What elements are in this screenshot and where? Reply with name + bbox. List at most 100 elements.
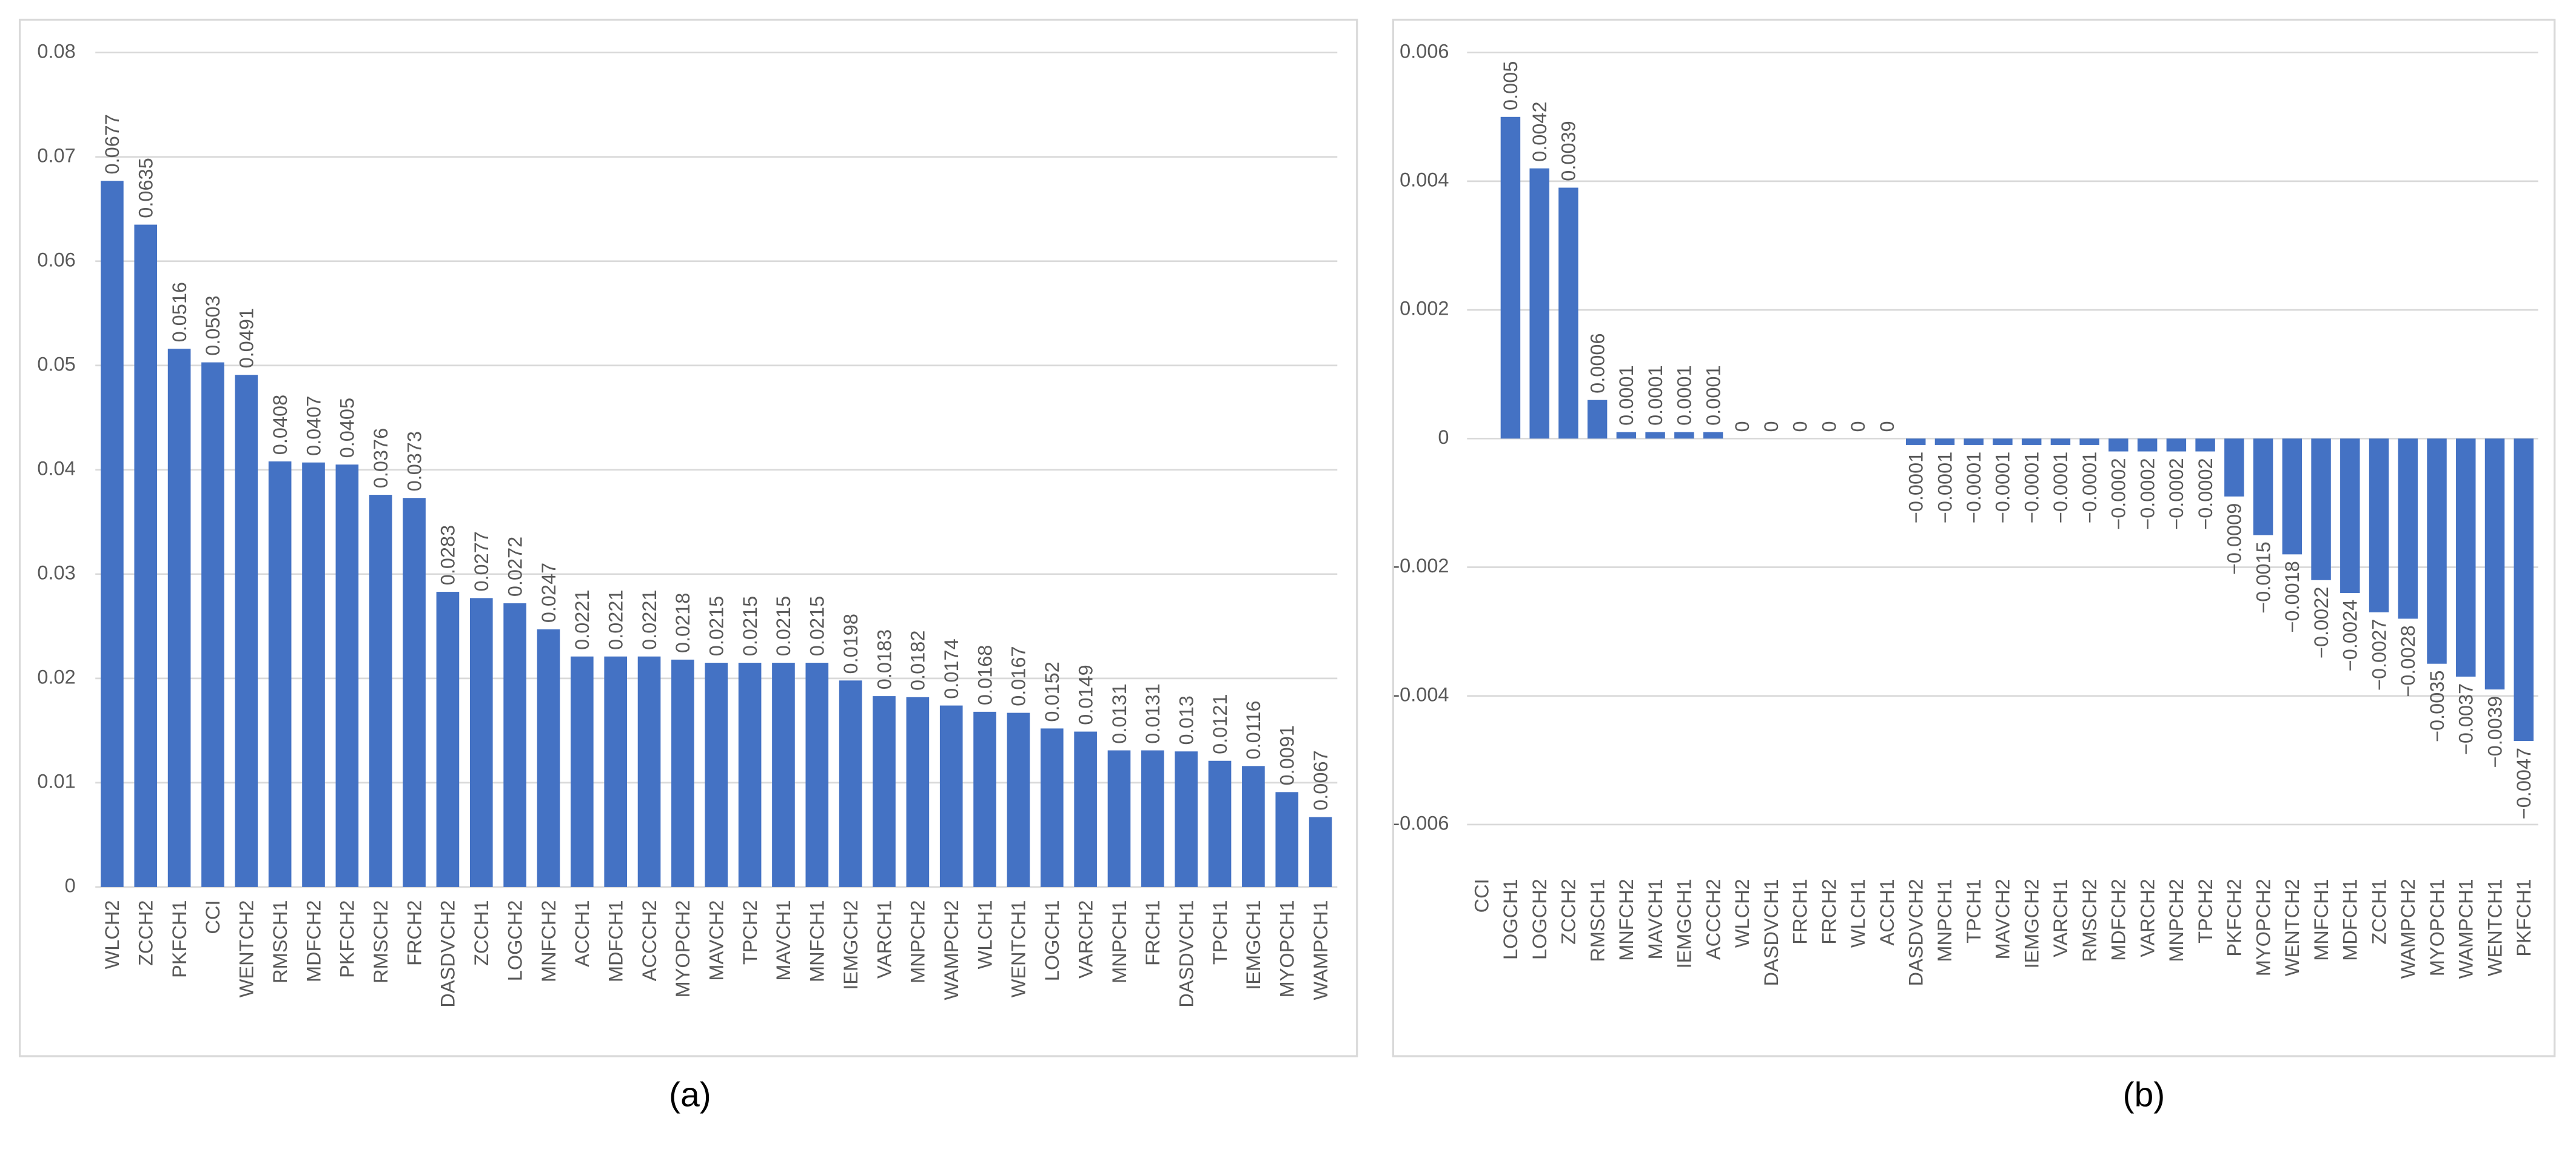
x-tick-label: IEMGCH1 [1243, 900, 1264, 990]
x-tick-label: DASDVCH2 [437, 900, 459, 1008]
bar [537, 629, 560, 887]
value-label: 0.0272 [504, 537, 526, 597]
bar [637, 656, 661, 887]
bar [738, 663, 762, 887]
bar [906, 697, 930, 887]
value-label: 0.0168 [974, 645, 996, 705]
x-tick-label: CCI [202, 900, 224, 934]
value-label: −0.0001 [1963, 452, 1985, 523]
bar [268, 461, 292, 887]
value-label: 0.0221 [605, 589, 626, 649]
x-tick-label: ACCH1 [1876, 879, 1898, 945]
x-tick-label: WENTCH2 [236, 900, 258, 998]
bar [1242, 766, 1265, 887]
x-tick-label: CCI [1471, 879, 1492, 913]
x-tick-label: MYOPCH2 [2252, 879, 2274, 976]
value-label: 0.0183 [873, 629, 895, 689]
value-label: 0.0373 [403, 431, 425, 491]
bar [469, 598, 493, 887]
x-tick-label: VARCH1 [873, 900, 895, 979]
x-tick-label: DASDVCH1 [1760, 879, 1782, 986]
value-label: 0 [1789, 421, 1811, 432]
caption: (b) [2123, 1076, 2165, 1114]
x-tick-label: MNPCH1 [1934, 879, 1956, 962]
value-label: 0.0516 [169, 282, 190, 342]
bar [939, 705, 963, 887]
x-tick-label: WENTCH2 [2281, 879, 2303, 976]
value-label: 0 [1760, 421, 1782, 432]
y-tick-label: 0 [65, 874, 76, 896]
x-tick-label: ZCCH1 [471, 900, 492, 966]
value-label: 0.0218 [672, 593, 694, 653]
bar [2514, 438, 2534, 742]
x-tick-label: WENTCH1 [1008, 900, 1030, 998]
x-tick-label: WENTCH1 [2484, 879, 2506, 976]
x-tick-label: MYOPCH1 [1276, 900, 1298, 998]
x-tick-label: WLCH2 [101, 900, 123, 970]
bar [1558, 187, 1578, 439]
value-label: −0.0001 [2021, 452, 2042, 523]
x-tick-label: IEMGCH2 [2021, 879, 2042, 968]
x-tick-label: PKFCH1 [2513, 879, 2535, 956]
x-tick-label: MNFCH2 [538, 900, 560, 982]
bar [2108, 438, 2128, 452]
x-tick-label: WAMPCH1 [1310, 900, 1332, 1000]
value-label: 0.0131 [1142, 683, 1164, 743]
value-label: 0.0167 [1008, 646, 1030, 706]
value-label: 0.0215 [739, 596, 761, 656]
value-label: 0.0221 [639, 589, 660, 649]
bar [2369, 438, 2389, 612]
bar [335, 464, 359, 887]
bar [201, 362, 224, 887]
x-tick-label: ZCCH2 [1558, 879, 1580, 944]
y-tick-label: 0.01 [37, 770, 75, 792]
value-label: 0.0215 [773, 596, 794, 656]
bar [604, 656, 628, 887]
value-label: 0.013 [1175, 695, 1197, 745]
x-tick-label: MAVCH2 [706, 900, 728, 981]
x-tick-label: ZCCH1 [2368, 879, 2390, 944]
x-tick-label: ACCCH2 [639, 900, 660, 982]
bar [1500, 116, 1521, 439]
bar [2456, 438, 2476, 677]
bar [1208, 760, 1232, 887]
x-tick-label: MAVCH1 [773, 900, 794, 981]
value-label: 0.0491 [236, 308, 258, 368]
bar [2050, 438, 2071, 445]
bar [839, 680, 862, 887]
y-tick-label: 0.002 [1400, 298, 1449, 320]
bar [2166, 438, 2187, 452]
x-tick-label: FRCH1 [1789, 879, 1811, 944]
bar [1616, 432, 1637, 439]
x-tick-label: TPCH2 [739, 900, 761, 965]
value-label: 0 [1876, 421, 1898, 432]
x-tick-label: RMSCH2 [2079, 879, 2101, 962]
caption: (a) [669, 1076, 711, 1114]
value-label: −0.0001 [2079, 452, 2101, 523]
bar [503, 603, 526, 887]
value-label: 0.0001 [1645, 365, 1666, 425]
value-label: 0.0121 [1209, 694, 1231, 754]
y-tick-label: 0.004 [1400, 169, 1449, 190]
bar [873, 696, 896, 887]
value-label: 0.0376 [370, 428, 392, 488]
x-tick-label: MAVCH1 [1645, 879, 1666, 959]
bar [1674, 432, 1694, 439]
value-label: 0.0001 [1615, 365, 1637, 425]
x-tick-label: LOGCH2 [1529, 879, 1551, 960]
value-label: 0.0091 [1276, 725, 1298, 785]
bar [2398, 438, 2418, 619]
value-label: −0.0001 [2050, 452, 2071, 523]
value-label: −0.0002 [2108, 458, 2130, 529]
x-tick-label: IEMGCH1 [1674, 879, 1696, 968]
x-tick-label: MNPCH1 [1109, 900, 1130, 983]
bar [2253, 438, 2273, 535]
bar [2195, 438, 2215, 452]
value-label: 0.005 [1500, 61, 1521, 110]
bar [134, 224, 158, 887]
x-tick-label: VARCH2 [1075, 900, 1096, 979]
bar [1040, 728, 1064, 887]
bar [1906, 438, 1926, 445]
x-tick-label: LOGCH1 [1500, 879, 1521, 960]
x-tick-label: PKFCH2 [337, 900, 358, 978]
